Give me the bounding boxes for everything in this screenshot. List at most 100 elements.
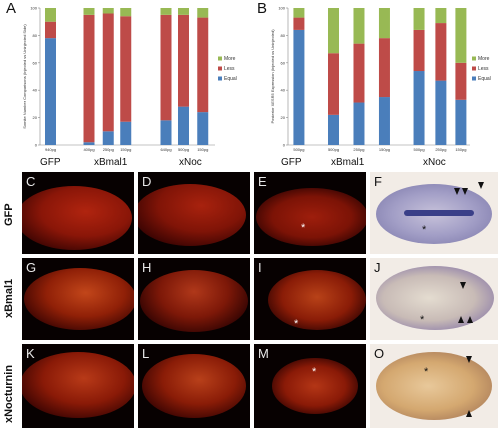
panel-e-image: * E: [254, 172, 366, 254]
chart-b-bar-more-2: [353, 8, 365, 44]
chart-b-legend-label-less: Less: [478, 66, 489, 72]
chart-b-bar-less-5: [435, 23, 447, 81]
chart-b-xtick-label-2: 250pg: [353, 147, 364, 152]
chart-a-bar-equal-2: [102, 131, 114, 145]
chart-b-xtick-label-1: 500pg: [328, 147, 339, 152]
chart-b-legend-swatch-more: [472, 56, 476, 61]
chart-b-bar-less-2: [353, 43, 365, 103]
panel-letter-k: K: [26, 346, 35, 361]
chart-a: 0 20 40 60 80 100 Somite Number Comparisons (I…: [22, 6, 237, 153]
panel-i-image: * I: [254, 258, 366, 340]
chart-a-ytick-label-2: 40: [33, 88, 38, 93]
chart-a-xtick-label-5: 500pg: [178, 147, 189, 152]
chart-a-group-gfp: GFP: [40, 157, 61, 168]
chart-a-ylabel: Somite Number Comparisons (Injected vs U…: [22, 24, 27, 129]
asterisk-i: *: [294, 318, 299, 330]
chart-a-ytick-label-3: 60: [33, 60, 38, 65]
chart-a-bar-more-3: [120, 8, 132, 17]
row-label-gfp: GFP: [3, 203, 15, 226]
chart-b-ylabel: Posterior XESR5 Expression (Injected vs …: [270, 29, 275, 124]
chart-a-ytick-label-0: 0: [35, 143, 38, 148]
panel-m-image: * M: [254, 344, 366, 428]
chart-b-bar-more-0: [293, 8, 305, 18]
chart-a-legend-label-less: Less: [224, 66, 235, 72]
chart-a-legend-swatch-equal: [218, 76, 222, 81]
panel-letter-d: D: [142, 174, 152, 189]
arrowhead-j-3: [467, 316, 473, 323]
chart-a-bar-less-4: [160, 14, 172, 121]
chart-a-ytick-label-4: 80: [33, 33, 38, 38]
panel-k-image: K: [22, 344, 134, 428]
chart-b: 0 20 40 60 80 100 Posterior XESR5 Expression (…: [270, 6, 491, 153]
panel-letter-g: G: [26, 260, 37, 275]
chart-a-bar-equal-4: [160, 120, 172, 145]
chart-a-bar-more-6: [197, 8, 209, 18]
panel-l-image: L: [138, 344, 250, 428]
arrowhead-o-1: [466, 356, 472, 363]
chart-a-xtick-label-1: 400pg: [83, 147, 94, 152]
arrowhead-f-1: [454, 188, 460, 195]
chart-b-bar-less-0: [293, 17, 305, 30]
chart-b-bar-equal-0: [293, 29, 305, 146]
chart-b-bar-more-4: [413, 8, 425, 30]
row-label-xnocturnin: xNocturnin: [3, 364, 15, 423]
chart-a-group-xbmal1: xBmal1: [94, 157, 128, 168]
chart-b-xtick-label-5: 250pg: [435, 147, 446, 152]
chart-a-bar-more-4: [160, 8, 172, 15]
chart-a-bar-less-3: [120, 16, 132, 122]
chart-b-bar-less-4: [413, 29, 425, 72]
chart-b-bar-more-5: [435, 8, 447, 24]
asterisk-j: *: [420, 314, 425, 326]
chart-a-legend-swatch-more: [218, 56, 222, 61]
chart-a-xtick-label-0: 940pg: [45, 147, 56, 152]
asterisk-f: *: [422, 224, 427, 236]
asterisk-o: *: [424, 366, 429, 378]
chart-b-bar-less-3: [378, 38, 390, 98]
chart-a-group-xnoc: xNoc: [179, 157, 202, 168]
chart-a-bar-less-0: [45, 21, 56, 39]
chart-a-legend-swatch-less: [218, 66, 222, 71]
panel-letter-l: L: [142, 346, 150, 361]
panel-letter-e: E: [258, 174, 267, 189]
asterisk-m: *: [312, 366, 317, 378]
arrowhead-o-2: [466, 410, 472, 417]
chart-b-xtick-label-0: 500pg: [293, 147, 304, 152]
chart-b-bar-equal-5: [435, 80, 447, 145]
chart-a-bar-more-5: [178, 8, 189, 15]
chart-b-group-xnoc: xNoc: [423, 157, 446, 168]
chart-a-bar-equal-6: [197, 112, 209, 145]
chart-b-bar-equal-3: [378, 97, 390, 145]
panel-letter-o: O: [374, 346, 385, 361]
arrowhead-j-2: [458, 316, 464, 323]
chart-b-legend-label-equal: Equal: [478, 76, 491, 82]
chart-b-ytick-label-1: 20: [281, 115, 286, 120]
chart-b-ytick-label-5: 100: [278, 6, 285, 11]
chart-a-bar-less-2: [102, 13, 114, 132]
chart-b-bar-equal-1: [328, 114, 339, 145]
panel-h-image: H: [138, 258, 250, 340]
panel-letter-b: B: [257, 0, 268, 17]
panel-c-image: C: [22, 172, 134, 254]
chart-b-bar-more-3: [378, 8, 390, 39]
chart-b-xtick-label-4: 500pg: [413, 147, 424, 152]
chart-a-bar-equal-1: [83, 142, 95, 145]
panel-letter-m: M: [258, 346, 269, 361]
stripe-f: [404, 210, 474, 216]
panel-letter-c: C: [26, 174, 36, 189]
chart-b-bar-equal-6: [455, 99, 467, 145]
panel-j-image: * J: [370, 258, 498, 340]
chart-a-bar-more-1: [83, 8, 95, 15]
chart-b-group-gfp: GFP: [281, 157, 302, 168]
chart-b-bar-equal-4: [413, 71, 425, 145]
chart-a-xtick-label-3: 150pg: [120, 147, 131, 152]
chart-b-ytick-label-4: 80: [281, 33, 286, 38]
chart-b-xtick-label-3: 150pg: [379, 147, 390, 152]
chart-a-xtick-label-2: 250pg: [103, 147, 114, 152]
arrowhead-f-2: [462, 188, 468, 195]
chart-a-bar-less-1: [83, 14, 95, 143]
chart-a-bar-more-0: [45, 8, 56, 22]
chart-b-bar-equal-2: [353, 102, 365, 145]
chart-b-xtick-label-6: 150pg: [455, 147, 466, 152]
chart-a-legend-label-more: More: [224, 56, 236, 62]
chart-a-xtick-label-6: 150pg: [197, 147, 208, 152]
